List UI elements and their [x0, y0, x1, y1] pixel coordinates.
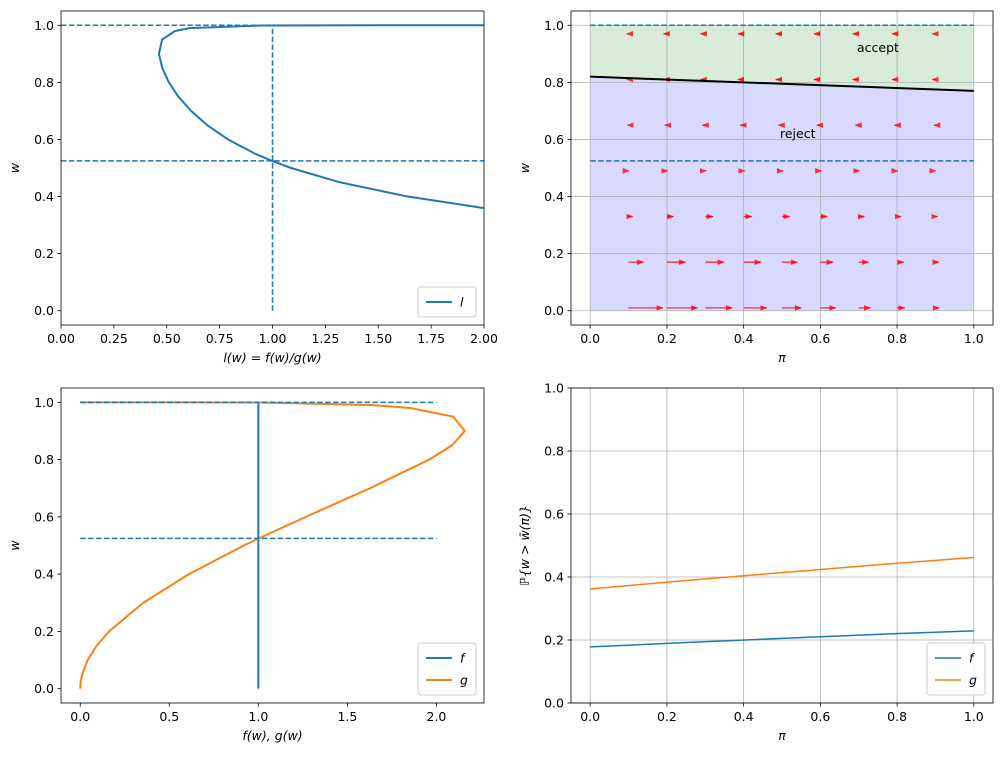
axes-frame [570, 387, 994, 704]
plot-area [79, 401, 466, 689]
legend-label: l [460, 295, 464, 310]
y-tick-label: 0.4 [544, 570, 564, 585]
x-tick-label: 1.0 [964, 331, 984, 346]
region-fill [590, 25, 974, 91]
series-line [79, 401, 466, 689]
y-tick-label: 0.6 [34, 509, 54, 524]
y-tick-label: 0.8 [544, 75, 564, 90]
legend-box [417, 642, 477, 696]
y-tick-label: 0.4 [34, 567, 54, 582]
x-tick-label: 0.0 [580, 331, 600, 346]
panel: accept reject 0.0 0.2 0.4 0.6 0.8 1.0 0.0 0.2 0.4 0… [517, 10, 994, 365]
legend-box [926, 642, 986, 696]
y-tick-label: 0.6 [544, 507, 564, 522]
legend-label: f [969, 651, 975, 666]
y-axis-label: ℙ{w > w̄(π)} [517, 505, 532, 586]
x-tick-label: 0.00 [47, 331, 75, 346]
x-tick-label: 1.00 [259, 331, 287, 346]
x-tick-label: 0.25 [100, 331, 128, 346]
y-tick-label: 0.0 [544, 303, 564, 318]
legend-label: f [460, 651, 466, 666]
legend-label: g [460, 673, 468, 688]
x-tick-label: 1.5 [337, 709, 357, 724]
x-tick-label: 1.0 [248, 709, 268, 724]
y-tick-label: 1.0 [544, 18, 564, 33]
series-line [157, 24, 484, 209]
y-tick-label: 0.2 [544, 246, 564, 261]
y-axis-label: w [7, 540, 22, 551]
plot-area [61, 24, 484, 311]
y-tick-label: 0.4 [544, 189, 564, 204]
series-line [590, 556, 974, 590]
series-line [590, 630, 974, 648]
y-tick-label: 0.2 [34, 246, 54, 261]
panel: 0.0 0.5 1.0 1.5 2.0 0.0 0.2 0.4 0.6 0.8 1.0 f(w), g… [7, 387, 485, 743]
panel: 0.0 0.2 0.4 0.6 0.8 1.0 0.0 0.2 0.4 0.6 0.8 1.0 π ℙ{w… [517, 381, 994, 743]
x-tick-label: 0.75 [206, 331, 234, 346]
legend: fg [417, 642, 477, 696]
x-tick-label: 0.4 [734, 331, 754, 346]
y-tick-label: 0.8 [34, 75, 54, 90]
x-tick-label: 0.2 [657, 331, 677, 346]
x-tick-label: 0.8 [887, 709, 907, 724]
x-tick-label: 1.75 [417, 331, 445, 346]
x-tick-label: 0.0 [580, 709, 600, 724]
y-tick-label: 0.6 [34, 132, 54, 147]
series-line [590, 75, 974, 92]
x-tick-label: 0.0 [70, 709, 90, 724]
x-tick-label: 1.25 [311, 331, 339, 346]
y-tick-label: 1.0 [544, 381, 564, 396]
x-axis-label: π [778, 350, 786, 365]
x-axis-label: l(w) = f(w)/g(w) [223, 350, 321, 365]
axes-frame [60, 387, 485, 704]
y-tick-label: 0.6 [544, 132, 564, 147]
legend: l [417, 286, 477, 318]
y-tick-label: 0.8 [544, 444, 564, 459]
legend-label: g [969, 673, 977, 688]
y-axis-label: w [7, 162, 22, 173]
y-tick-label: 0.0 [34, 681, 54, 696]
x-tick-label: 2.0 [427, 709, 447, 724]
y-tick-label: 1.0 [34, 18, 54, 33]
x-axis-label: π [778, 728, 786, 743]
annotation: accept [857, 40, 899, 55]
y-tick-label: 0.2 [544, 633, 564, 648]
x-tick-label: 0.6 [810, 331, 830, 346]
y-tick-label: 0.0 [34, 303, 54, 318]
y-tick-label: 1.0 [34, 395, 54, 410]
plot-area [590, 556, 974, 648]
x-tick-label: 2.00 [470, 331, 498, 346]
y-axis-label: w [517, 162, 532, 173]
y-tick-label: 0.4 [34, 189, 54, 204]
x-tick-label: 0.2 [657, 709, 677, 724]
legend: fg [926, 642, 986, 696]
y-tick-label: 0.2 [34, 624, 54, 639]
x-tick-label: 0.5 [159, 709, 179, 724]
x-tick-label: 0.50 [153, 331, 181, 346]
axes-frame [570, 10, 994, 326]
x-axis-label: f(w), g(w) [242, 728, 302, 743]
x-tick-label: 1.50 [364, 331, 392, 346]
y-tick-label: 0.0 [544, 696, 564, 711]
x-tick-label: 0.6 [810, 709, 830, 724]
plot-area [590, 24, 974, 311]
region-fill [590, 76, 974, 311]
annotation: reject [780, 126, 816, 141]
panel: 0.00 0.25 0.50 0.75 1.00 1.25 1.50 1.75 2.00 0.0 0… [7, 10, 498, 365]
x-tick-label: 0.4 [734, 709, 754, 724]
x-tick-label: 1.0 [964, 709, 984, 724]
x-tick-label: 0.8 [887, 331, 907, 346]
y-tick-label: 0.8 [34, 452, 54, 467]
